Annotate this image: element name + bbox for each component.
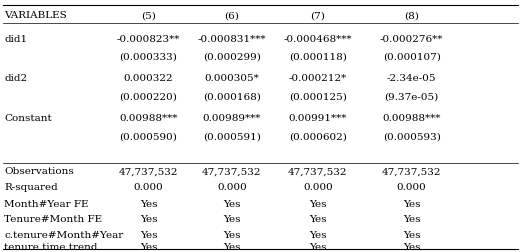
Text: Tenure#Month FE: Tenure#Month FE <box>4 215 102 224</box>
Text: Yes: Yes <box>223 231 241 240</box>
Text: 0.00988***: 0.00988*** <box>382 114 441 123</box>
Text: Yes: Yes <box>309 215 327 224</box>
Text: 47,737,532: 47,737,532 <box>119 167 178 176</box>
Text: -0.000823**: -0.000823** <box>117 35 180 44</box>
Text: Month#Year FE: Month#Year FE <box>4 200 89 209</box>
Text: -0.000212*: -0.000212* <box>289 74 347 83</box>
Text: 47,737,532: 47,737,532 <box>382 167 441 176</box>
Text: (0.000125): (0.000125) <box>289 92 347 101</box>
Text: (9.37e-05): (9.37e-05) <box>384 92 439 101</box>
Text: -2.34e-05: -2.34e-05 <box>387 74 437 83</box>
Text: Observations: Observations <box>4 167 74 176</box>
Text: Yes: Yes <box>309 200 327 209</box>
Text: 47,737,532: 47,737,532 <box>288 167 348 176</box>
Text: (8): (8) <box>404 11 419 20</box>
Text: Yes: Yes <box>403 243 420 252</box>
Text: 0.00988***: 0.00988*** <box>119 114 178 123</box>
Text: -0.000276**: -0.000276** <box>380 35 443 44</box>
Text: Yes: Yes <box>140 243 157 252</box>
Text: Constant: Constant <box>4 114 52 123</box>
Text: 0.00989***: 0.00989*** <box>203 114 261 123</box>
Text: (5): (5) <box>141 11 156 20</box>
Text: -0.000468***: -0.000468*** <box>283 35 352 44</box>
Text: (0.000591): (0.000591) <box>203 133 261 142</box>
Text: 0.000: 0.000 <box>396 183 427 193</box>
Text: 0.000: 0.000 <box>133 183 164 193</box>
Text: 0.00991***: 0.00991*** <box>289 114 347 123</box>
Text: -0.000831***: -0.000831*** <box>197 35 266 44</box>
Text: (6): (6) <box>225 11 239 20</box>
Text: (0.000118): (0.000118) <box>289 53 347 62</box>
Text: (0.000168): (0.000168) <box>203 92 261 101</box>
Text: tenure time trend: tenure time trend <box>4 243 97 252</box>
Text: (0.000590): (0.000590) <box>119 133 178 142</box>
Text: c.tenure#Month#Year: c.tenure#Month#Year <box>4 231 123 240</box>
Text: (0.000333): (0.000333) <box>119 53 178 62</box>
Text: (0.000593): (0.000593) <box>382 133 441 142</box>
Text: Yes: Yes <box>140 215 157 224</box>
Text: Yes: Yes <box>140 231 157 240</box>
Text: did1: did1 <box>4 35 27 44</box>
Text: Yes: Yes <box>309 243 327 252</box>
Text: 0.000: 0.000 <box>217 183 247 193</box>
Text: 0.000305*: 0.000305* <box>204 74 259 83</box>
Text: Yes: Yes <box>309 231 327 240</box>
Text: did2: did2 <box>4 74 27 83</box>
Text: (0.000220): (0.000220) <box>119 92 178 101</box>
Text: Yes: Yes <box>403 231 420 240</box>
Text: 0.000322: 0.000322 <box>123 74 173 83</box>
Text: (0.000602): (0.000602) <box>289 133 347 142</box>
Text: 47,737,532: 47,737,532 <box>202 167 262 176</box>
Text: (7): (7) <box>311 11 325 20</box>
Text: Yes: Yes <box>223 200 241 209</box>
Text: Yes: Yes <box>403 200 420 209</box>
Text: (0.000107): (0.000107) <box>382 53 441 62</box>
Text: VARIABLES: VARIABLES <box>4 11 67 20</box>
Text: Yes: Yes <box>403 215 420 224</box>
Text: Yes: Yes <box>140 200 157 209</box>
Text: Yes: Yes <box>223 243 241 252</box>
Text: Yes: Yes <box>223 215 241 224</box>
Text: 0.000: 0.000 <box>303 183 333 193</box>
Text: R-squared: R-squared <box>4 183 58 193</box>
Text: (0.000299): (0.000299) <box>203 53 261 62</box>
